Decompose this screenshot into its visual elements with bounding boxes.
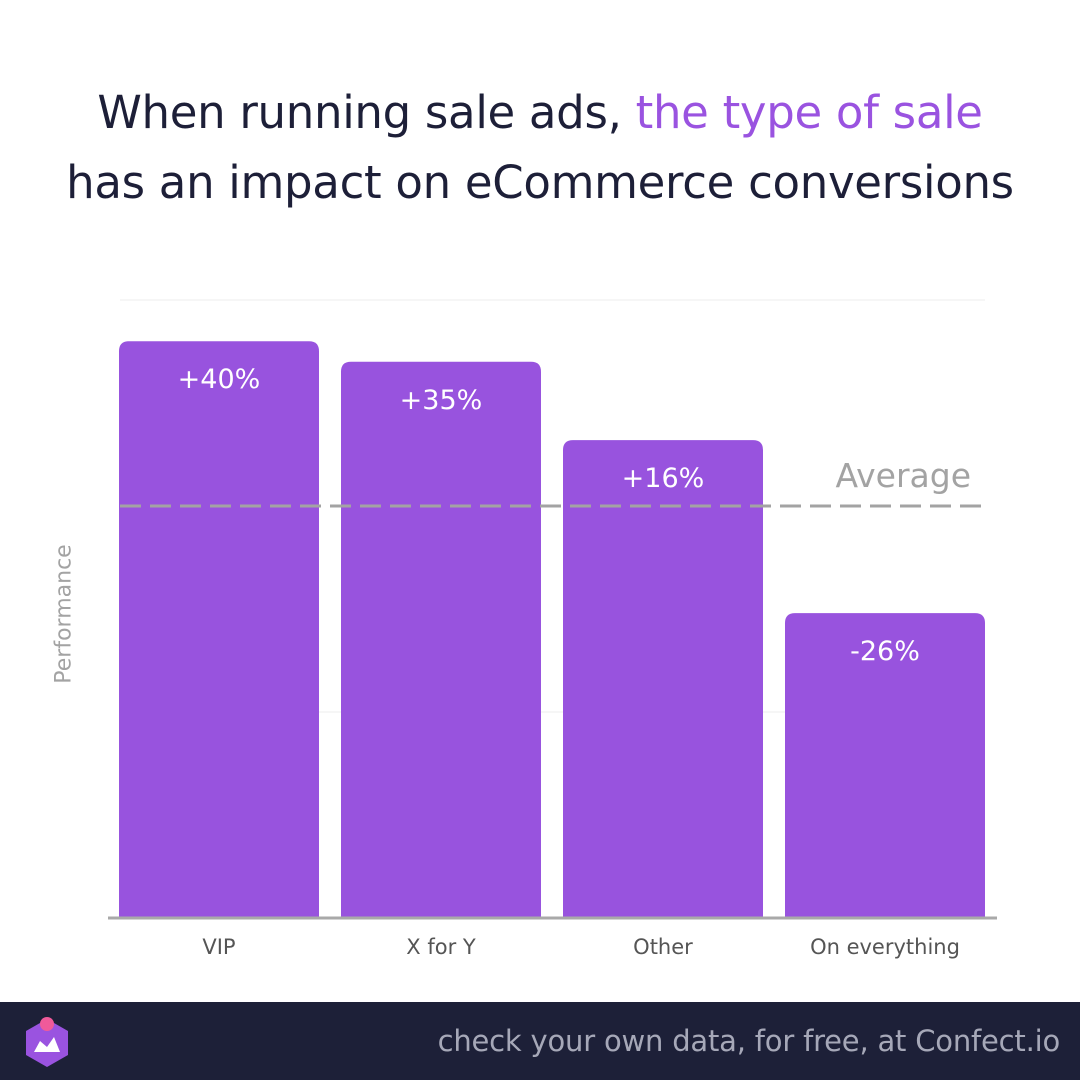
y-axis-label: Performance [51, 544, 77, 684]
title-line-1-text: When running sale ads, [97, 86, 636, 139]
title-line-1: When running sale ads, the type of sale [0, 78, 1080, 148]
x-tick-label: Other [633, 935, 693, 959]
title-highlight: the type of sale [635, 86, 983, 139]
bar-other [563, 440, 763, 918]
bar-chart: +40% +35% +16% -26% Average VIP X for Y Other… [108, 299, 997, 959]
bar-data-label: +40% [178, 364, 261, 395]
bar-vip [119, 341, 319, 918]
average-reference: Average [120, 456, 985, 508]
x-axis: VIP X for Y Other On everything [108, 916, 997, 959]
footer-banner: check your own data, for free, at Confec… [0, 1002, 1080, 1080]
bar-data-label: +16% [622, 463, 705, 494]
title-line-2: has an impact on eCommerce conversions [66, 156, 1014, 209]
bar-data-label: +35% [400, 385, 483, 416]
average-label: Average [835, 456, 971, 495]
footer-text: check your own data, for free, at Confec… [437, 1024, 1061, 1058]
x-tick-label: X for Y [406, 935, 476, 959]
bar-data-label: -26% [850, 636, 920, 667]
bar-on-everything [785, 613, 985, 918]
x-tick-label: VIP [202, 935, 235, 959]
chart-title: When running sale ads, the type of sale … [0, 78, 1080, 218]
x-tick-label: On everything [810, 935, 960, 959]
bar-x-for-y [341, 361, 541, 918]
bars: +40% +35% +16% -26% [119, 341, 985, 918]
confect-logo-icon [26, 1017, 68, 1067]
